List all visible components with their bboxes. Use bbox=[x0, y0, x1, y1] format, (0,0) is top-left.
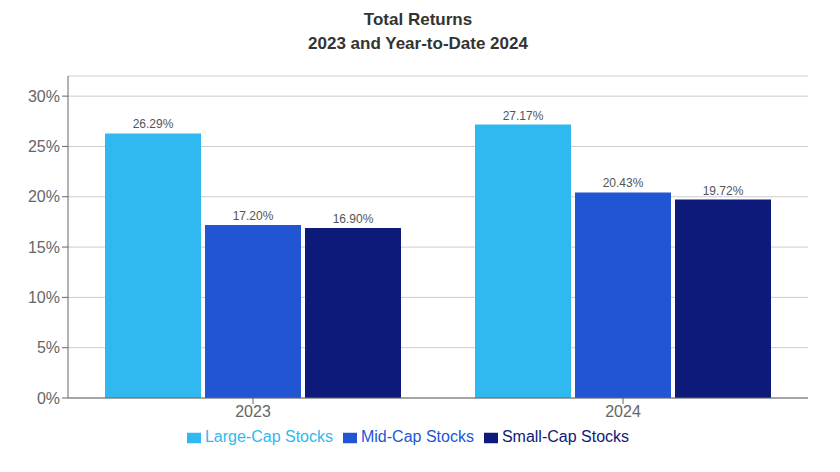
svg-text:30%: 30% bbox=[28, 88, 60, 105]
svg-text:2023: 2023 bbox=[235, 403, 271, 420]
svg-text:15%: 15% bbox=[28, 239, 60, 256]
html-text:2023 and Year-to-Date 2024: 2023 and Year-to-Date 2024 bbox=[308, 34, 528, 53]
svg-text:2024: 2024 bbox=[605, 403, 641, 420]
html-text:Total Returns: Total Returns bbox=[363, 10, 473, 29]
html-text:Large-Cap Stocks: Large-Cap Stocks bbox=[204, 428, 333, 445]
svg-text:16.90%: 16.90% bbox=[333, 212, 374, 226]
svg-text:25%: 25% bbox=[28, 138, 60, 155]
svg-text:26.29%: 26.29% bbox=[133, 117, 174, 131]
svg-text:5%: 5% bbox=[37, 339, 60, 356]
svg-text:10%: 10% bbox=[28, 289, 60, 306]
html-text:Mid-Cap Stocks: Mid-Cap Stocks bbox=[361, 428, 474, 445]
html-text:Small-Cap Stocks: Small-Cap Stocks bbox=[501, 428, 630, 445]
svg-text:17.20%: 17.20% bbox=[233, 209, 274, 223]
svg-text:0%: 0% bbox=[37, 390, 60, 407]
svg-text:20.43%: 20.43% bbox=[603, 176, 644, 190]
svg-text:19.72%: 19.72% bbox=[703, 184, 744, 198]
svg-text:20%: 20% bbox=[28, 188, 60, 205]
svg-text:27.17%: 27.17% bbox=[503, 109, 544, 123]
